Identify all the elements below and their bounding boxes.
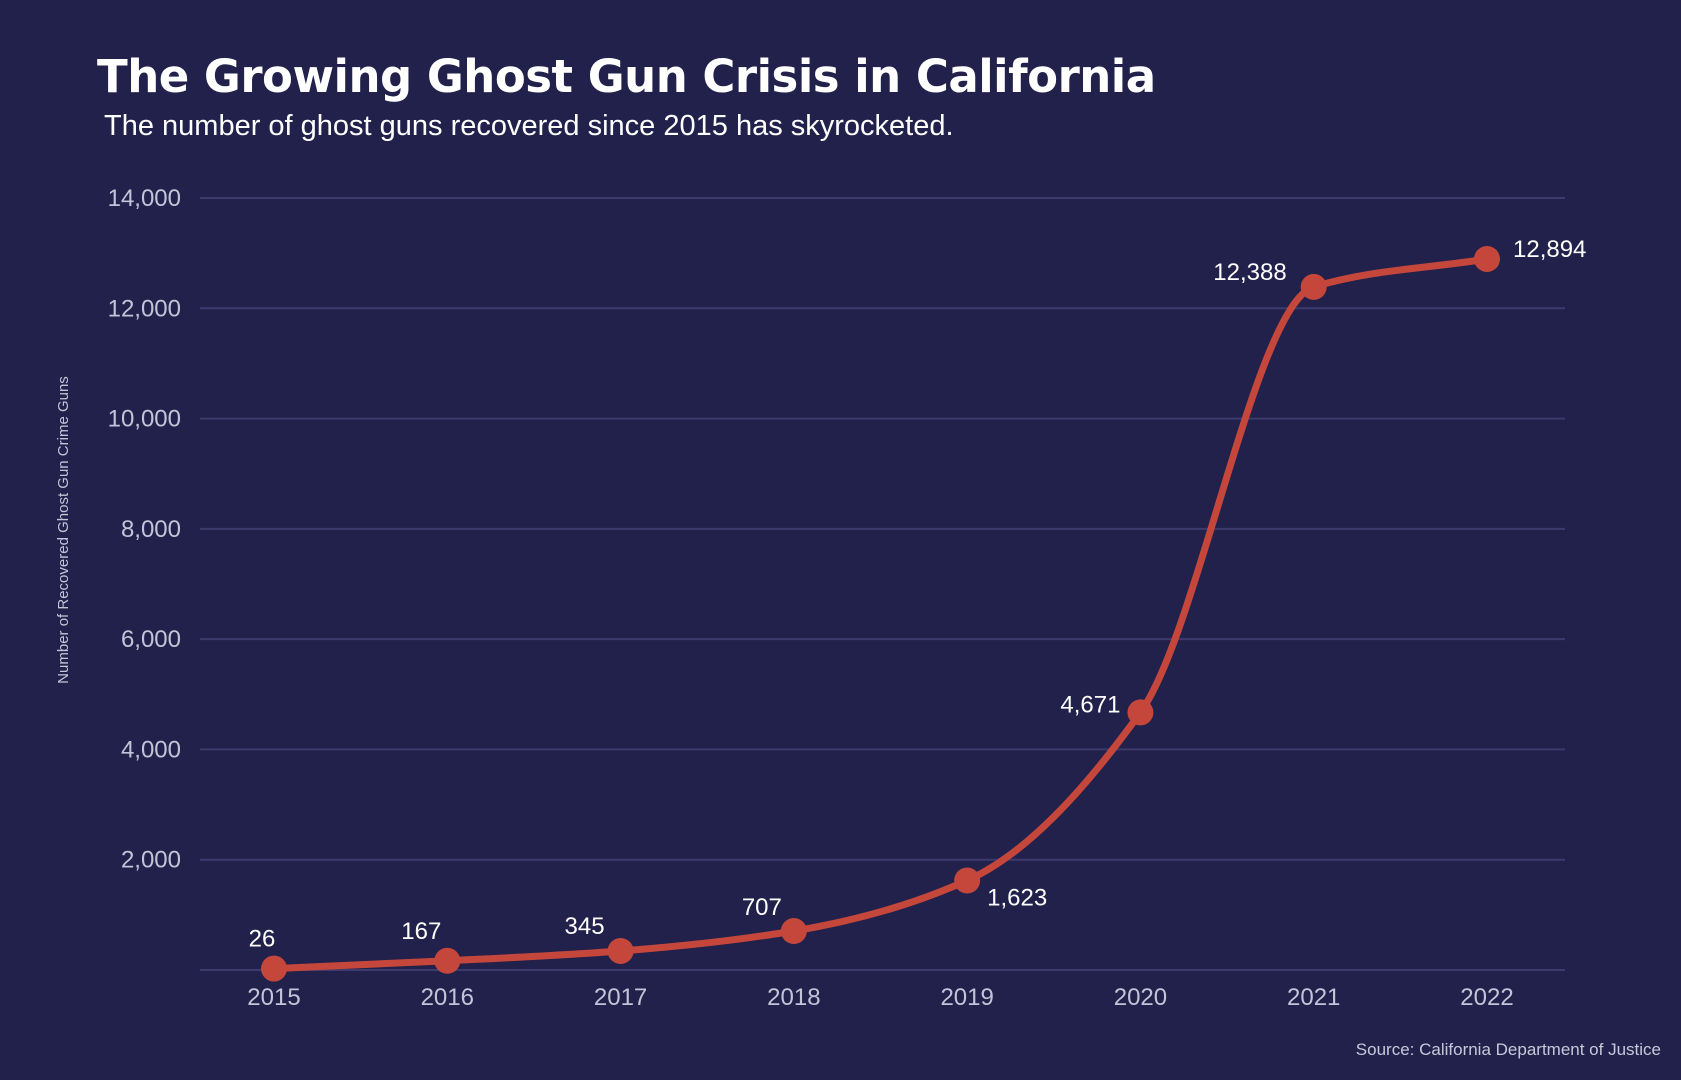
- y-axis-label: Number of Recovered Ghost Gun Crime Guns: [55, 376, 72, 684]
- y-tick-label: 10,000: [108, 406, 181, 433]
- series-line: [270, 255, 1491, 973]
- y-tick-label: 14,000: [108, 185, 181, 212]
- x-tick-label: 2018: [767, 984, 820, 1011]
- data-point: [261, 955, 287, 982]
- data-label: 26: [249, 926, 276, 953]
- data-label: 167: [401, 918, 441, 945]
- data-points: [261, 245, 1500, 982]
- y-axis-ticks: 2,000 4,000 6,000 8,000 10,000 12,000 14,000: [108, 185, 181, 874]
- chart-title: The Growing Ghost Gun Crisis in Californ…: [97, 50, 1156, 103]
- data-label: 707: [742, 894, 782, 921]
- data-label: 345: [565, 913, 605, 940]
- data-point: [954, 867, 981, 894]
- data-point: [1474, 245, 1500, 272]
- x-tick-label: 2016: [421, 984, 474, 1011]
- y-tick-label: 4,000: [121, 736, 181, 763]
- x-tick-label: 2020: [1114, 984, 1167, 1011]
- x-tick-label: 2015: [247, 984, 300, 1011]
- gridlines: [200, 197, 1565, 971]
- x-axis-ticks: 2015 2016 2017 2018 2019 2020 2021 2022: [247, 984, 1513, 1011]
- data-point: [434, 947, 461, 974]
- y-tick-label: 6,000: [121, 626, 181, 653]
- data-point: [607, 937, 634, 964]
- data-labels: 26 167 345 707 1,623 4,671 12,388 12,894: [249, 236, 1587, 953]
- y-tick-label: 2,000: [121, 847, 181, 874]
- x-tick-label: 2021: [1287, 984, 1340, 1011]
- y-tick-label: 8,000: [121, 516, 181, 543]
- x-tick-label: 2017: [594, 984, 647, 1011]
- y-tick-label: 12,000: [108, 295, 181, 322]
- x-tick-label: 2019: [940, 984, 993, 1011]
- data-label: 1,623: [987, 885, 1047, 912]
- data-point: [1300, 273, 1327, 300]
- data-point: [780, 918, 807, 945]
- x-tick-label: 2022: [1460, 984, 1513, 1011]
- data-label: 12,894: [1513, 236, 1586, 263]
- data-label: 4,671: [1060, 691, 1120, 718]
- data-label: 12,388: [1213, 259, 1286, 286]
- chart-subtitle: The number of ghost guns recovered since…: [104, 110, 954, 142]
- source-note: Source: California Department of Justice: [1355, 1040, 1661, 1059]
- data-point: [1127, 699, 1154, 726]
